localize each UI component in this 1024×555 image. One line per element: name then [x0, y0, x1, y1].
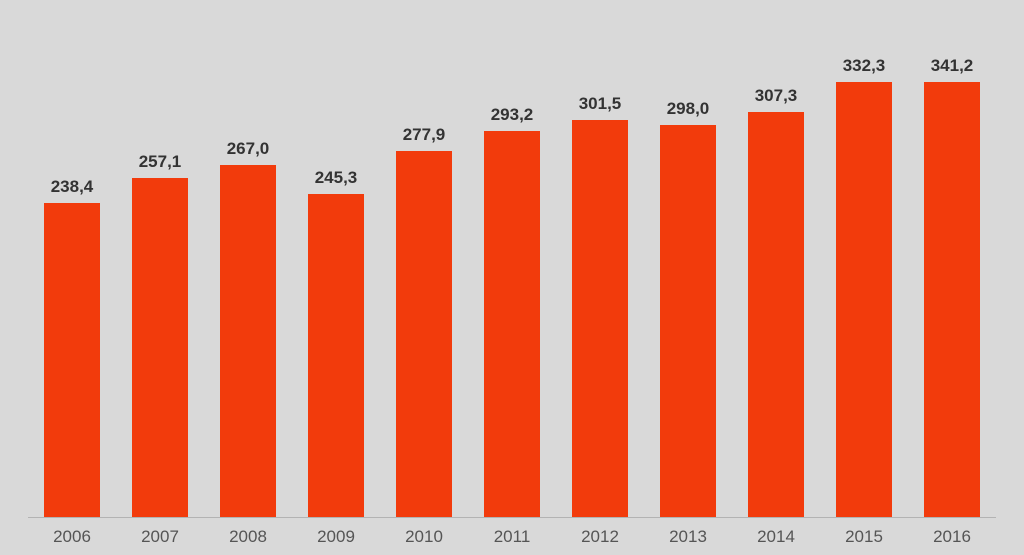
- bar-value-label: 298,0: [667, 99, 710, 119]
- bar-group: 245,3: [297, 56, 375, 517]
- x-axis-tick-label: 2013: [649, 527, 727, 547]
- bar-value-label: 307,3: [755, 86, 798, 106]
- bar: [924, 82, 980, 517]
- bar: [836, 82, 892, 517]
- x-axis-tick-label: 2014: [737, 527, 815, 547]
- bar: [308, 194, 364, 517]
- bar-value-label: 277,9: [403, 125, 446, 145]
- bar: [220, 165, 276, 517]
- bar-group: 257,1: [121, 56, 199, 517]
- bar: [44, 203, 100, 517]
- bar-group: 293,2: [473, 56, 551, 517]
- bar-value-label: 293,2: [491, 105, 534, 125]
- bar: [484, 131, 540, 517]
- bar-group: 267,0: [209, 56, 287, 517]
- bar: [132, 178, 188, 517]
- x-axis-tick-label: 2011: [473, 527, 551, 547]
- x-axis-tick-label: 2006: [33, 527, 111, 547]
- bar-group: 341,2: [913, 56, 991, 517]
- bar-value-label: 245,3: [315, 168, 358, 188]
- bar-group: 301,5: [561, 56, 639, 517]
- bar: [748, 112, 804, 517]
- plot-area: 238,4 257,1 267,0 245,3 277,9 293,2 301,5 298,0…: [28, 56, 996, 517]
- bar: [396, 151, 452, 517]
- bar-value-label: 332,3: [843, 56, 886, 76]
- x-axis-tick-label: 2008: [209, 527, 287, 547]
- x-axis-tick-label: 2015: [825, 527, 903, 547]
- x-axis-tick-label: 2007: [121, 527, 199, 547]
- bar-group: 307,3: [737, 56, 815, 517]
- bar-group: 277,9: [385, 56, 463, 517]
- bar-group: 298,0: [649, 56, 727, 517]
- bar-group: 238,4: [33, 56, 111, 517]
- bar: [572, 120, 628, 517]
- x-axis-tick-label: 2010: [385, 527, 463, 547]
- bar-value-label: 301,5: [579, 94, 622, 114]
- bar-value-label: 341,2: [931, 56, 974, 76]
- x-axis-line: [28, 517, 996, 518]
- bar-value-label: 267,0: [227, 139, 270, 159]
- bar-value-label: 257,1: [139, 152, 182, 172]
- bar-chart: 238,4 257,1 267,0 245,3 277,9 293,2 301,5 298,0…: [0, 0, 1024, 555]
- bar: [660, 125, 716, 518]
- bar-group: 332,3: [825, 56, 903, 517]
- bar-value-label: 238,4: [51, 177, 94, 197]
- x-axis-tick-label: 2012: [561, 527, 639, 547]
- x-axis-tick-label: 2009: [297, 527, 375, 547]
- x-axis-tick-label: 2016: [913, 527, 991, 547]
- x-axis-labels: 2006 2007 2008 2009 2010 2011 2012 2013 2014 2015…: [28, 527, 996, 547]
